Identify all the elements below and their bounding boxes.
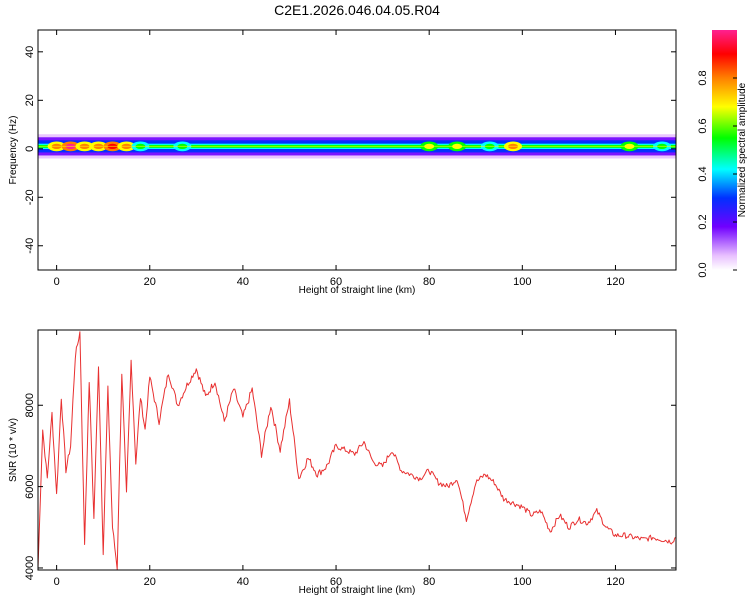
spectrogram-panel: 0 20 40 60 80 100 120 -40 -20 0 20 40 Height of st…: [8, 29, 677, 296]
snr-x-tick-label: 100: [513, 576, 531, 588]
colorbar-tick-label: 0.8: [697, 70, 709, 85]
colorbar-tick-label: 0.0: [697, 262, 709, 277]
spectrogram-x-label: Height of straight line (km): [299, 285, 416, 296]
spectrogram-x-ticks: 0 20 40 60 80 100 120: [54, 30, 625, 288]
snr-y-tick-label: 4000: [24, 556, 36, 580]
snr-series-line: [38, 331, 676, 570]
snr-x-tick-label: 20: [144, 576, 156, 588]
spectrogram-frame: [37, 29, 677, 271]
spectrogram-x-tick-label: 20: [144, 276, 156, 288]
spectrogram-y-tick-label: -20: [24, 189, 36, 205]
colorbar-gradient: [712, 30, 737, 270]
colorbar-label: Normalized spectral amplitude: [737, 82, 748, 217]
snr-y-tick-label: 6000: [24, 474, 36, 498]
colorbar-tick-label: 0.6: [697, 118, 709, 133]
spectrogram-x-tick-label: 0: [54, 276, 60, 288]
spectrogram-y-tick-label: 0: [24, 146, 36, 152]
snr-y-tick-label: 8000: [24, 393, 36, 417]
snr-panel: 0 20 40 60 80 100 120 4000 6000 8000 Height of s…: [8, 329, 677, 596]
snr-x-tick-label: 60: [330, 576, 342, 588]
snr-x-tick-label: 0: [54, 576, 60, 588]
spectrogram-y-ticks: -40 -20 0 20 40: [24, 46, 676, 254]
snr-y-ticks: 4000 6000 8000: [24, 393, 676, 580]
snr-x-tick-label: 80: [423, 576, 435, 588]
colorbar-tick-label: 0.4: [697, 166, 709, 181]
colorbar-ticks: 0.0 0.2 0.4 0.6 0.8: [697, 70, 737, 278]
spectrogram-heatmap: [38, 134, 676, 159]
spectrogram-y-tick-label: -40: [24, 238, 36, 254]
spectrogram-x-tick-label: 40: [237, 276, 249, 288]
snr-frame: [37, 329, 677, 571]
snr-x-label: Height of straight line (km): [299, 585, 416, 596]
chart-title: C2E1.2026.046.04.05.R04: [274, 2, 440, 18]
spectrogram-x-tick-label: 60: [330, 276, 342, 288]
snr-y-label: SNR (10 * v/v): [8, 418, 19, 482]
snr-x-tick-label: 40: [237, 576, 249, 588]
spectrogram-x-tick-label: 120: [606, 276, 624, 288]
spectrogram-x-tick-label: 100: [513, 276, 531, 288]
colorbar: 0.0 0.2 0.4 0.6 0.8 Normalized spectral ampl…: [697, 30, 748, 278]
colorbar-tick-label: 0.2: [697, 214, 709, 229]
snr-x-tick-label: 120: [606, 576, 624, 588]
spectrogram-y-tick-label: 20: [24, 94, 36, 106]
spectrogram-y-tick-label: 40: [24, 46, 36, 58]
spectrogram-x-tick-label: 80: [423, 276, 435, 288]
snr-plot-area: [38, 330, 676, 570]
spectrogram-y-label: Frequency (Hz): [8, 116, 19, 185]
snr-x-ticks: 0 20 40 60 80 100 120: [54, 330, 625, 588]
